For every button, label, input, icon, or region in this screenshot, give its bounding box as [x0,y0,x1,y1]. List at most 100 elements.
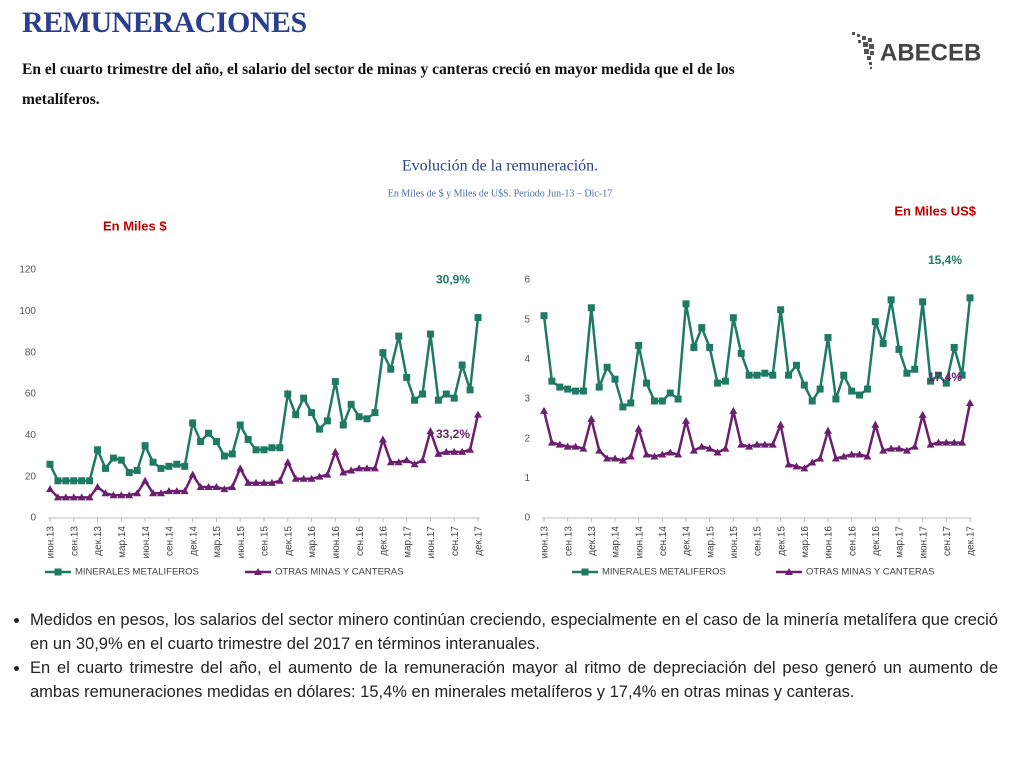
marker [674,450,683,458]
bullet: Medidos en pesos, los salarios del secto… [30,608,998,656]
x-tick-label: июн.13 [46,526,57,559]
marker [785,371,793,379]
marker [46,485,54,493]
x-tick-label: июн.14 [141,526,152,559]
marker [260,446,268,454]
x-tick-label: сен.14 [658,526,669,556]
x-tick-label: сен.15 [260,526,271,556]
marker [292,411,300,419]
annotation: 30,9% [436,273,470,287]
marker [426,330,434,338]
marker [705,444,714,452]
marker [626,452,635,460]
marker [410,460,419,468]
marker [919,298,927,306]
marker [77,493,86,501]
marker [125,491,134,499]
marker [603,454,612,462]
marker [156,489,165,497]
marker [903,369,911,377]
marker [370,464,379,472]
marker [419,390,427,398]
marker [847,450,856,458]
legend-label: OTRAS MINAS Y CANTERAS [275,567,403,578]
x-tick-label: июн.14 [634,526,645,559]
marker [395,332,403,340]
marker [220,485,229,493]
marker [94,446,102,454]
marker [300,394,308,402]
marker [579,444,588,452]
marker [378,435,387,443]
x-tick-label: мар.16 [307,526,318,558]
marker [540,406,548,414]
legend-label: OTRAS MINAS Y CANTERAS [806,567,934,578]
x-tick-label: июн.17 [426,526,437,559]
marker [394,458,403,466]
marker [792,361,800,369]
marker [800,381,808,389]
marker [564,385,572,393]
marker [188,470,197,478]
marker [563,442,572,450]
marker [450,447,459,455]
marker [658,450,667,458]
marker [800,464,809,472]
marker [595,383,603,391]
marker [164,487,173,495]
marker [434,449,443,457]
x-tick-label: дек.15 [283,526,294,556]
marker [386,458,395,466]
annotation: 15,4% [928,253,962,267]
x-tick-label: сен.17 [450,526,461,556]
marker [244,478,253,486]
marker [387,365,395,373]
marker [442,447,451,455]
marker [458,447,467,455]
marker [109,491,118,499]
marker [85,493,94,501]
marker [323,470,332,478]
y-tick-label: 80 [25,347,37,358]
marker [355,464,364,472]
marker [284,390,292,398]
marker [62,477,70,485]
marker [450,394,458,402]
marker [283,458,292,466]
marker [840,371,848,379]
y-tick-label: 4 [524,354,530,365]
logo-text: ABECEB [880,39,981,66]
y-tick-label: 120 [19,265,36,276]
marker [871,318,879,326]
marker [474,410,482,418]
marker [768,440,777,448]
marker [347,400,355,408]
marker [895,444,903,452]
marker [402,456,411,464]
marker [180,487,189,495]
legend-label: MINERALES METALIFEROS [602,567,726,578]
marker [418,456,427,464]
x-tick-label: дек.17 [474,526,485,556]
marker [339,468,348,476]
marker [871,420,880,428]
marker [737,440,746,448]
marker [642,450,651,458]
x-tick-label: дек.14 [188,526,199,556]
legend-marker [54,568,62,576]
marker [299,474,308,482]
marker [745,442,754,450]
x-tick-label: дек.17 [966,526,977,556]
marker [555,440,564,448]
marker [863,385,871,393]
marker [69,493,78,501]
marker [548,377,556,385]
marker [776,420,785,428]
marker [109,454,117,462]
marker [729,314,737,322]
marker [595,446,604,454]
marker [769,371,777,379]
logo-icon [852,32,874,69]
marker [308,409,316,417]
marker [634,424,643,432]
